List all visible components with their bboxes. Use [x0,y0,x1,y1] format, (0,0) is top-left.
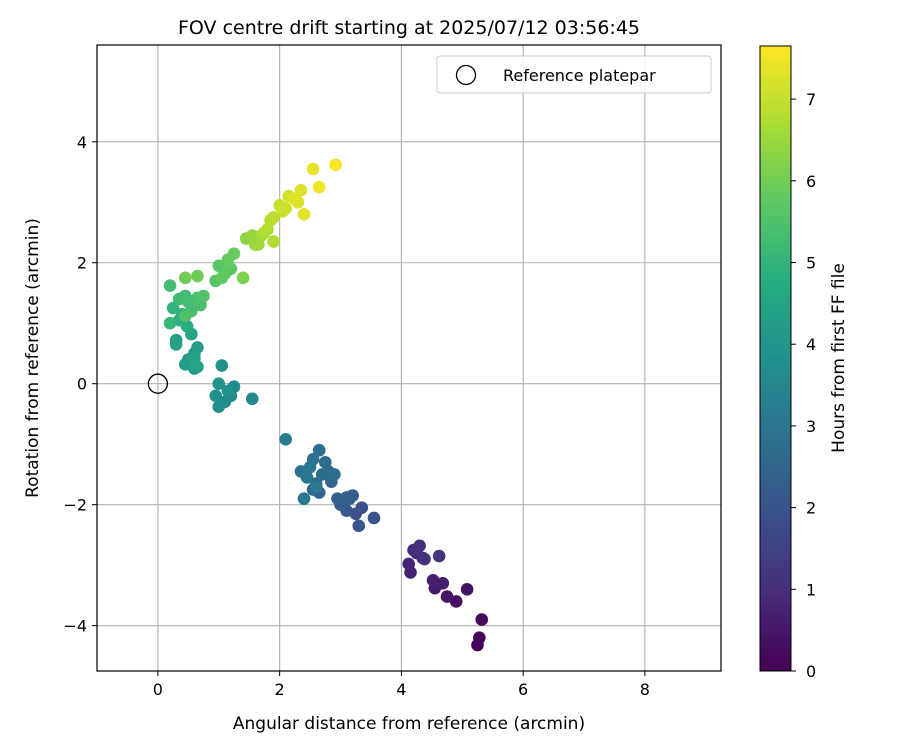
data-point [329,158,342,172]
data-point [267,235,280,248]
colorbar-tick-label: 2 [806,499,816,518]
colorbar-tick-label: 5 [806,254,816,273]
data-point [367,511,381,525]
colorbar-tick-label: 3 [806,417,816,436]
axes: 0 2 4 6 8 −4 −2 0 2 4 [63,133,650,699]
colorbar-tick-label: 1 [806,580,816,599]
data-point [215,359,229,372]
data-point [215,271,229,285]
data-point [178,358,192,371]
data-point [189,359,202,372]
reference-platepar-marker [147,373,169,394]
chart-title: FOV centre drift starting at 2025/07/12 … [178,17,640,39]
data-point [294,183,308,197]
data-point [191,269,204,283]
data-point [288,192,302,206]
reference-marker-layer [147,373,169,394]
data-point [297,492,311,505]
data-point [191,341,204,354]
data-point [163,316,177,330]
data-point [279,202,293,215]
colorbar-ticks: 0 1 2 3 4 5 6 7 [791,90,816,681]
x-tick-label: 6 [518,680,528,699]
y-tick-label: −2 [63,496,87,515]
colorbar: 0 1 2 3 4 5 6 7 Hours from first FF file [759,45,849,681]
data-point [402,557,415,571]
colorbar-label: Hours from first FF file [829,263,849,453]
data-point [309,480,323,493]
colorbar-tick-label: 4 [806,335,816,354]
data-point [279,433,293,446]
data-point [328,468,341,481]
data-point [303,460,317,474]
data-point [352,519,366,533]
y-axis-label: Rotation from reference (arcmin) [23,218,43,498]
data-point [169,338,183,351]
y-tick-label: 2 [77,254,87,273]
y-tick-label: −4 [63,617,87,636]
data-point [312,443,326,457]
data-point [197,289,210,303]
data-points [163,158,489,652]
colorbar-tick-label: 0 [806,662,816,681]
data-point [178,309,192,323]
data-point [440,590,454,603]
data-point [245,392,259,406]
legend-entry-reference-platepar: Reference platepar [503,66,656,85]
plot-frame [96,44,722,672]
x-tick-label: 4 [396,680,406,699]
data-point [340,491,353,504]
data-point [267,211,280,224]
x-tick-label: 2 [275,680,285,699]
data-point [166,301,180,315]
grid [97,45,721,671]
data-point [163,279,177,293]
data-point [426,573,440,587]
legend: Reference platepar [436,55,712,94]
data-point [432,549,446,563]
data-point [212,377,226,391]
data-point [475,613,489,626]
legend-box [436,55,712,94]
data-point [413,539,426,553]
data-point [436,576,450,590]
data-point [460,583,474,596]
x-axis-label: Angular distance from reference (arcmin) [233,714,585,734]
data-point [300,471,314,484]
data-point [306,162,320,176]
y-tick-label: 0 [77,375,87,394]
y-tick-label: 4 [77,133,87,152]
data-point [297,208,311,221]
data-point [221,384,235,398]
data-point [236,271,250,285]
data-point [178,271,192,285]
colorbar-tick-label: 7 [806,90,816,109]
x-tick-label: 0 [153,680,163,699]
data-point [418,552,431,566]
x-tick-label: 8 [640,680,650,699]
data-point [227,247,241,260]
colorbar-tick-label: 6 [806,172,816,191]
colorbar-gradient [759,45,792,672]
data-point [209,389,223,403]
legend-marker-open-circle [455,64,477,86]
data-point [473,631,486,645]
data-point [212,400,226,413]
data-point [312,180,326,194]
